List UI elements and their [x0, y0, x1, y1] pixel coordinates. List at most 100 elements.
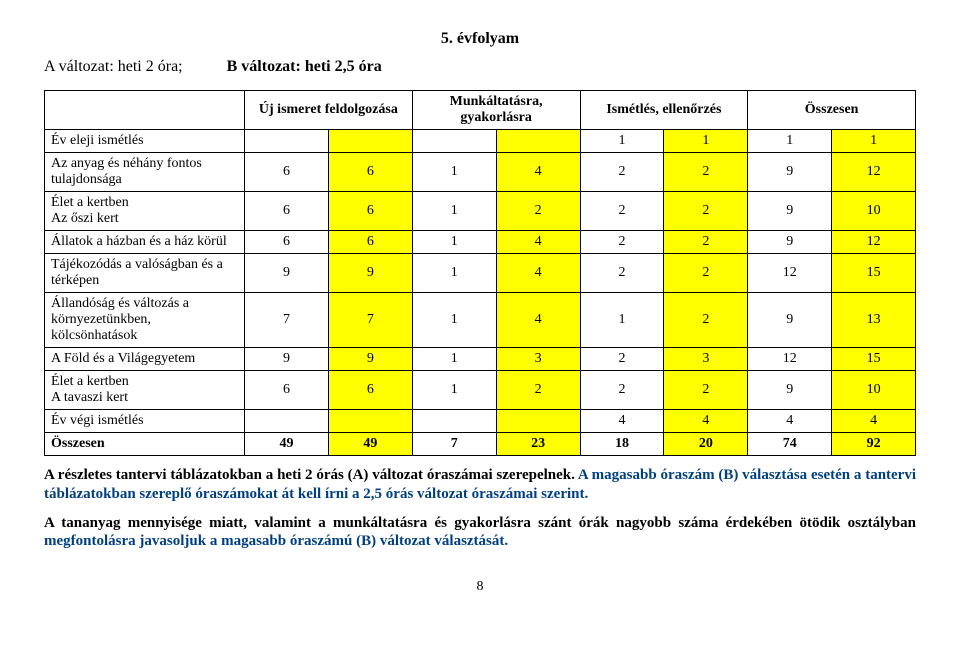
- table-cell: 7: [412, 433, 496, 456]
- table-cell: 4: [664, 410, 748, 433]
- table-cell: 15: [832, 254, 916, 293]
- table-cell: [328, 410, 412, 433]
- table-header-cell: Munkáltatásra, gyakorlásra: [412, 91, 580, 130]
- table-cell: 9: [748, 192, 832, 231]
- row-label: Az anyag és néhány fontos tulajdonsága: [45, 153, 245, 192]
- table-cell: 1: [412, 348, 496, 371]
- table-cell: 23: [496, 433, 580, 456]
- table-header-cell: Összesen: [748, 91, 916, 130]
- row-label: Állandóság és változás a környezetünkben…: [45, 293, 245, 348]
- table-cell: 6: [328, 153, 412, 192]
- table-header-cell: Ismétlés, ellenőrzés: [580, 91, 748, 130]
- note-1-black: A részletes tantervi táblázatokban a het…: [44, 467, 578, 483]
- row-label: Összesen: [45, 433, 245, 456]
- table-cell: 1: [412, 153, 496, 192]
- table-cell: 6: [245, 231, 329, 254]
- table-cell: 20: [664, 433, 748, 456]
- table-cell: [245, 130, 329, 153]
- table-cell: 6: [328, 231, 412, 254]
- table-cell: 9: [748, 293, 832, 348]
- table-cell: 1: [664, 130, 748, 153]
- table-cell: 2: [664, 153, 748, 192]
- table-cell: 2: [580, 153, 664, 192]
- table-cell: 12: [832, 153, 916, 192]
- note-paragraph-2: A tananyag mennyisége miatt, valamint a …: [44, 514, 916, 552]
- table-cell: 49: [328, 433, 412, 456]
- table-cell: [496, 130, 580, 153]
- table-cell: 4: [496, 254, 580, 293]
- table-cell: 7: [328, 293, 412, 348]
- table-cell: 2: [664, 231, 748, 254]
- table-header-cell: [45, 91, 245, 130]
- table-cell: 2: [664, 192, 748, 231]
- table-row: Tájékozódás a valóságban és a térképen99…: [45, 254, 916, 293]
- note-2-black: A tananyag mennyisége miatt, valamint a …: [44, 515, 916, 531]
- row-label: Év eleji ismétlés: [45, 130, 245, 153]
- hours-table: Új ismeret feldolgozásaMunkáltatásra, gy…: [44, 90, 916, 456]
- table-row: Élet a kertbenAz őszi kert661222910: [45, 192, 916, 231]
- table-cell: 2: [580, 348, 664, 371]
- table-cell: [412, 130, 496, 153]
- row-label: Élet a kertbenA tavaszi kert: [45, 371, 245, 410]
- table-cell: 12: [748, 348, 832, 371]
- table-cell: 1: [580, 130, 664, 153]
- table-cell: [496, 410, 580, 433]
- row-label: Állatok a házban és a ház körül: [45, 231, 245, 254]
- table-cell: 1: [412, 192, 496, 231]
- table-cell: 2: [580, 254, 664, 293]
- table-cell: 15: [832, 348, 916, 371]
- table-cell: 10: [832, 371, 916, 410]
- table-cell: [245, 410, 329, 433]
- table-cell: 2: [664, 254, 748, 293]
- table-cell: 4: [832, 410, 916, 433]
- table-cell: 4: [580, 410, 664, 433]
- table-cell: 6: [328, 371, 412, 410]
- table-cell: 2: [496, 192, 580, 231]
- table-row: Élet a kertbenA tavaszi kert661222910: [45, 371, 916, 410]
- table-row: A Föld és a Világegyetem9913231215: [45, 348, 916, 371]
- table-cell: 1: [580, 293, 664, 348]
- row-label: Élet a kertbenAz őszi kert: [45, 192, 245, 231]
- table-cell: 92: [832, 433, 916, 456]
- page-number: 8: [44, 579, 916, 595]
- table-cell: 49: [245, 433, 329, 456]
- table-cell: 9: [748, 153, 832, 192]
- table-cell: 2: [664, 293, 748, 348]
- table-cell: 2: [664, 371, 748, 410]
- table-cell: 18: [580, 433, 664, 456]
- table-cell: 6: [245, 192, 329, 231]
- table-cell: 9: [748, 231, 832, 254]
- page-title: 5. évfolyam: [44, 30, 916, 48]
- table-cell: 7: [245, 293, 329, 348]
- table-cell: 6: [245, 371, 329, 410]
- table-cell: [412, 410, 496, 433]
- table-cell: 13: [832, 293, 916, 348]
- table-cell: 12: [832, 231, 916, 254]
- row-label: Év végi ismétlés: [45, 410, 245, 433]
- table-cell: 1: [832, 130, 916, 153]
- table-cell: 74: [748, 433, 832, 456]
- table-row: Év végi ismétlés4444: [45, 410, 916, 433]
- table-cell: [328, 130, 412, 153]
- table-row: Állatok a házban és a ház körül661422912: [45, 231, 916, 254]
- table-cell: 2: [580, 231, 664, 254]
- table-cell: 1: [412, 293, 496, 348]
- table-cell: 4: [496, 231, 580, 254]
- variant-line: A változat: heti 2 óra; B változat: heti…: [44, 58, 916, 76]
- table-cell: 4: [496, 153, 580, 192]
- table-cell: 3: [496, 348, 580, 371]
- table-cell: 9: [245, 348, 329, 371]
- table-cell: 9: [328, 254, 412, 293]
- table-row: Állandóság és változás a környezetünkben…: [45, 293, 916, 348]
- table-cell: 1: [412, 231, 496, 254]
- table-row: Összesen494972318207492: [45, 433, 916, 456]
- table-cell: 10: [832, 192, 916, 231]
- table-cell: 4: [748, 410, 832, 433]
- table-cell: 1: [748, 130, 832, 153]
- table-cell: 2: [580, 371, 664, 410]
- table-cell: 9: [328, 348, 412, 371]
- variant-b: B változat: heti 2,5 óra: [227, 58, 382, 76]
- note-paragraph-1: A részletes tantervi táblázatokban a het…: [44, 466, 916, 504]
- table-cell: 6: [328, 192, 412, 231]
- table-cell: 4: [496, 293, 580, 348]
